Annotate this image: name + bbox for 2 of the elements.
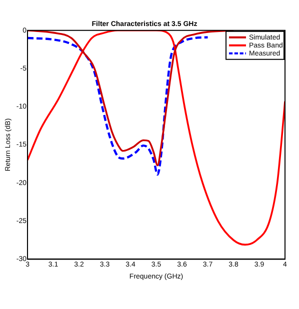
line-series — [28, 36, 209, 176]
line-series — [28, 30, 285, 246]
